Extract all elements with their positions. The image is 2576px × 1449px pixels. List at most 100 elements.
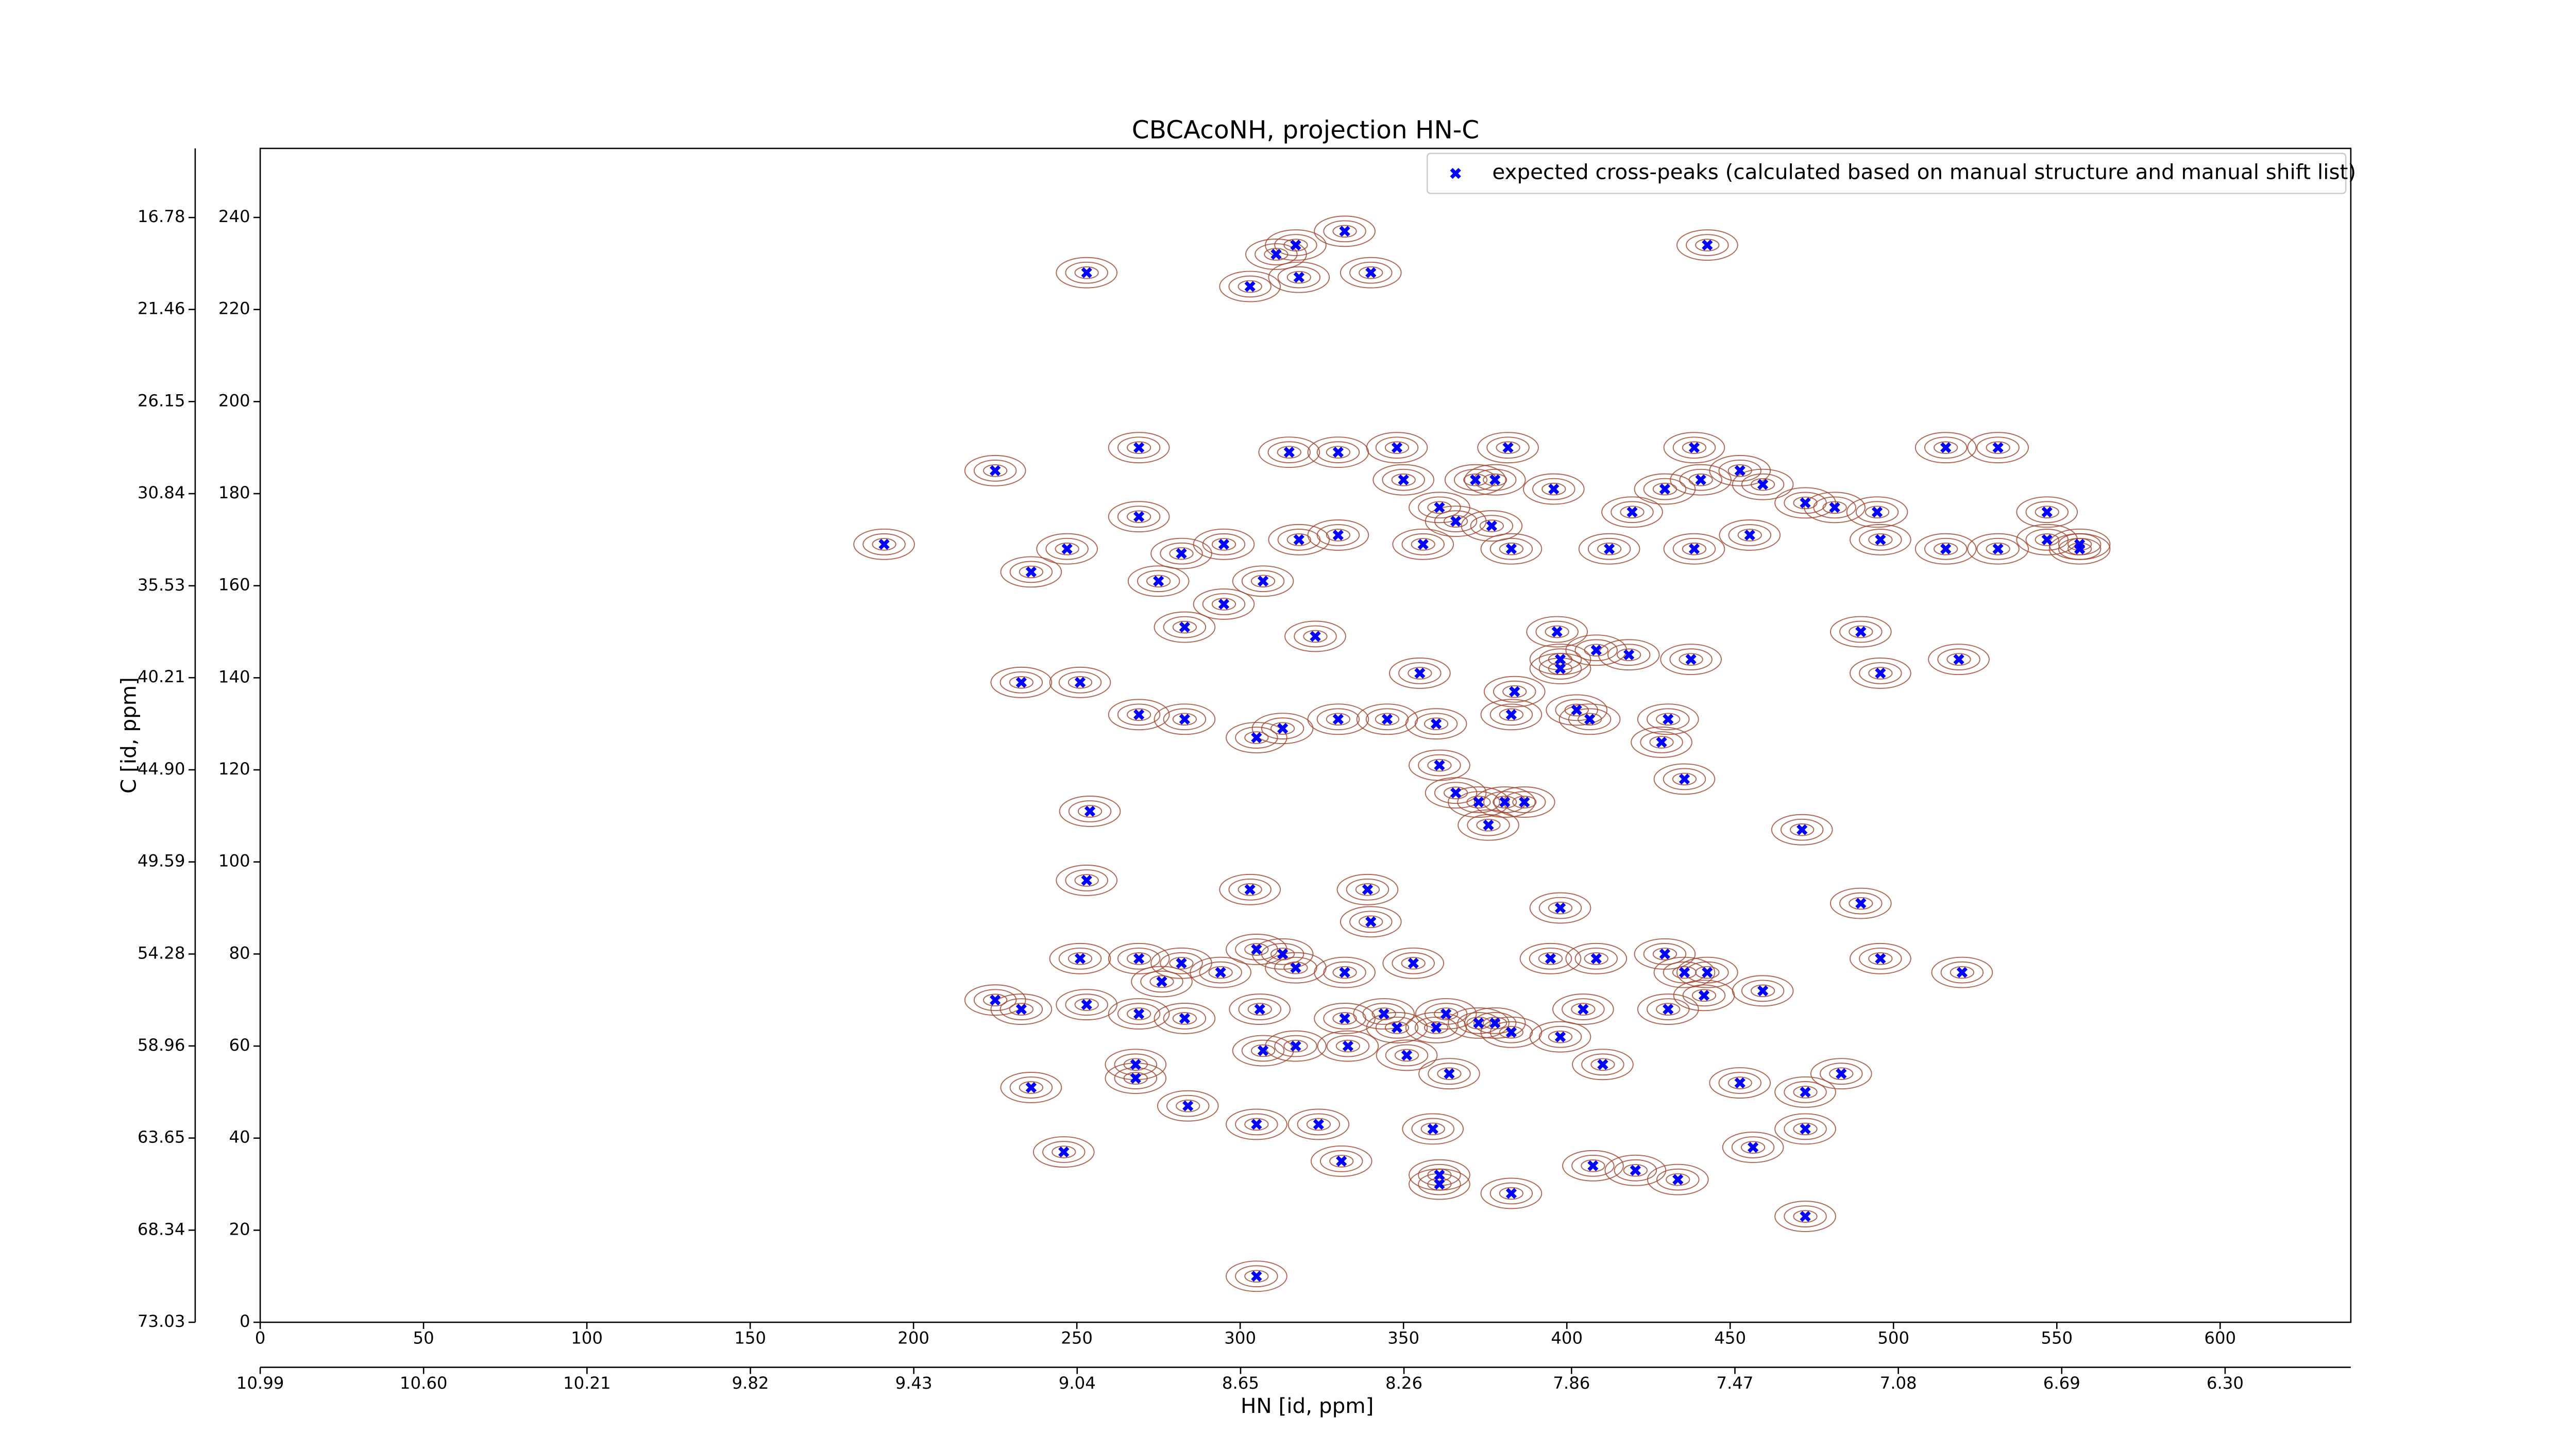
cross-peak	[1800, 1086, 1811, 1098]
peak-contour	[1868, 952, 1893, 965]
peak-contour	[1719, 519, 1781, 551]
peak-contour	[1307, 519, 1369, 551]
cross-peak	[1554, 654, 1566, 665]
peak-contour	[1172, 1012, 1197, 1025]
peak-contour	[1464, 464, 1526, 496]
peak-contour	[1250, 575, 1276, 588]
peak-contour	[1326, 446, 1351, 459]
x-tick-label: 200	[897, 1328, 929, 1347]
peak-contour	[1353, 998, 1415, 1030]
peak-contour	[1117, 436, 1161, 459]
cross-peak	[1277, 948, 1289, 959]
peak-contour	[1868, 533, 1893, 546]
cross-peak	[1025, 1082, 1037, 1093]
peak-contour	[1587, 537, 1631, 560]
peak-contour	[1473, 786, 1536, 818]
peak-contour	[1572, 1049, 1634, 1081]
peak-contour	[1774, 1113, 1836, 1145]
peak-contour	[1251, 938, 1314, 970]
peak-contour	[1415, 998, 1477, 1030]
peak-contour	[1267, 441, 1311, 463]
peak-contour	[1637, 993, 1699, 1025]
peak-contour	[1423, 1021, 1449, 1034]
peak-contour	[1679, 653, 1703, 666]
peak-contour	[1718, 459, 1761, 482]
cross-peak	[1332, 529, 1344, 541]
cross-peak	[1450, 787, 1462, 799]
peak-contour	[1741, 980, 1785, 1002]
cross-peak	[1623, 649, 1635, 661]
peak-contour	[1859, 528, 1902, 551]
peak-contour	[1049, 666, 1111, 698]
peak-contour	[1868, 667, 1893, 680]
peak-contour	[1228, 878, 1272, 901]
peak-contour	[1483, 1017, 1507, 1030]
peak-contour	[973, 459, 1017, 482]
peak-contour	[1409, 1168, 1470, 1200]
peak-contour	[1389, 658, 1451, 689]
cross-peak	[1836, 1068, 1847, 1080]
cross-peak	[1176, 548, 1187, 559]
peak-contour	[1562, 998, 1605, 1020]
x-tick-label: 500	[1877, 1328, 1909, 1347]
peak-contour	[1277, 528, 1321, 551]
peak-contour	[1732, 975, 1794, 1007]
cross-peak	[1156, 976, 1167, 987]
cross-peak	[1133, 953, 1145, 964]
y-tick-label: 100	[218, 851, 250, 871]
peak-contour	[1512, 796, 1537, 808]
peak-contour	[1190, 956, 1251, 988]
cross-peak	[1663, 1003, 1674, 1015]
peak-contour	[1548, 653, 1573, 666]
peak-contour	[1244, 731, 1269, 744]
peak-contour	[1499, 1025, 1524, 1039]
peak-contour	[1146, 575, 1171, 588]
peak-contour	[1590, 1058, 1615, 1071]
cross-peak	[1434, 1169, 1445, 1181]
peak-contour	[1732, 468, 1794, 500]
cross-peak	[1702, 239, 1713, 251]
peak-contour	[990, 993, 1053, 1025]
peak-contour	[1244, 943, 1269, 956]
cross-peak	[1688, 543, 1700, 554]
cross-peak	[1130, 1059, 1141, 1070]
peak-contour	[1150, 537, 1212, 569]
peak-contour	[1000, 556, 1062, 588]
cross-peak	[1444, 1068, 1455, 1080]
peak-contour	[1340, 257, 1402, 289]
cross-peak	[1434, 760, 1445, 771]
x-tick-label: 250	[1061, 1328, 1093, 1347]
y2-tick-label: 49.59	[138, 851, 185, 871]
peak-contour	[1640, 731, 1683, 753]
peak-contour	[1077, 805, 1103, 818]
peak-contour	[1653, 956, 1716, 988]
cross-peak	[2041, 507, 2053, 518]
cross-peak	[1244, 884, 1256, 895]
peak-contour	[1274, 234, 1317, 256]
cross-peak	[1702, 967, 1713, 978]
cross-peak	[1430, 718, 1442, 730]
y-tick-label: 60	[229, 1035, 250, 1055]
peak-contour	[1663, 533, 1725, 565]
y2-tick-label: 30.84	[138, 483, 185, 502]
peak-contour	[1277, 266, 1321, 289]
cross-peak	[1218, 538, 1230, 550]
peak-contour	[1394, 1049, 1419, 1062]
cross-peak	[1584, 714, 1596, 725]
peak-contour	[990, 666, 1053, 698]
peak-contour	[1251, 713, 1314, 745]
peak-contour	[1859, 947, 1902, 970]
peak-contour	[1268, 524, 1330, 555]
x2-tick-label: 9.43	[895, 1373, 933, 1393]
peak-contour	[1065, 261, 1108, 284]
cross-peak	[1800, 1123, 1811, 1135]
peak-contour	[983, 993, 1008, 1007]
peak-contour	[1241, 570, 1285, 593]
peak-contour	[1663, 432, 1725, 464]
peak-contour	[1241, 1039, 1285, 1062]
peak-contour	[1335, 1039, 1361, 1053]
y-tick-label: 160	[218, 575, 250, 595]
cross-peak	[1505, 709, 1517, 720]
cross-peak	[1336, 1155, 1347, 1167]
peak-contour	[1489, 1021, 1533, 1043]
